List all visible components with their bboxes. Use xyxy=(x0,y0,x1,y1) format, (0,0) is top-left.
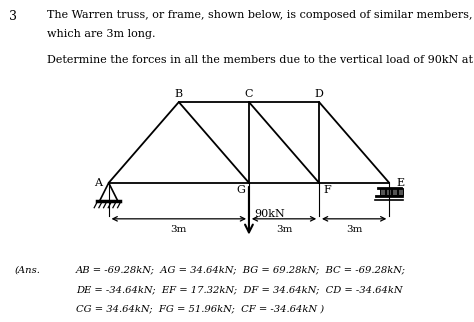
Text: Determine the forces in all the members due to the vertical load of 90kN at G.: Determine the forces in all the members … xyxy=(47,55,474,65)
Text: DE = -34.64kN;  EF = 17.32kN;  DF = 34.64kN;  CD = -34.64kN: DE = -34.64kN; EF = 17.32kN; DF = 34.64k… xyxy=(76,285,402,294)
Text: C: C xyxy=(245,89,253,99)
Polygon shape xyxy=(380,188,384,195)
Text: A: A xyxy=(94,178,102,188)
Text: CG = 34.64kN;  FG = 51.96kN;  CF = -34.64kN ): CG = 34.64kN; FG = 51.96kN; CF = -34.64k… xyxy=(76,304,324,313)
Text: 90kN: 90kN xyxy=(255,209,285,219)
Polygon shape xyxy=(398,188,403,195)
Polygon shape xyxy=(392,188,397,195)
Text: which are 3m long.: which are 3m long. xyxy=(47,29,156,39)
Text: 3m: 3m xyxy=(276,225,292,234)
Text: 3m: 3m xyxy=(346,225,362,234)
Text: F: F xyxy=(324,185,331,195)
Text: E: E xyxy=(397,178,405,188)
Text: B: B xyxy=(175,89,183,99)
Text: G: G xyxy=(236,185,245,195)
Text: 3: 3 xyxy=(9,10,18,23)
Text: The Warren truss, or frame, shown below, is composed of similar members, all of: The Warren truss, or frame, shown below,… xyxy=(47,10,474,20)
Text: AB = -69.28kN;  AG = 34.64kN;  BG = 69.28kN;  BC = -69.28kN;: AB = -69.28kN; AG = 34.64kN; BG = 69.28k… xyxy=(76,266,406,275)
Polygon shape xyxy=(386,188,391,195)
Text: 3m: 3m xyxy=(171,225,187,234)
Text: D: D xyxy=(315,89,324,99)
Text: (Ans.: (Ans. xyxy=(14,266,40,275)
